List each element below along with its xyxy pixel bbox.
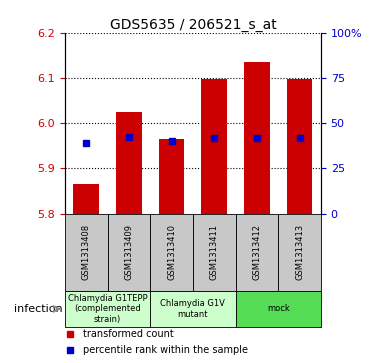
Bar	[236, 213, 278, 291]
Bar	[73, 184, 99, 213]
Bar	[244, 62, 270, 213]
Bar	[278, 213, 321, 291]
Text: infection: infection	[14, 304, 63, 314]
Bar	[116, 112, 142, 213]
Bar	[150, 213, 193, 291]
Text: GSM1313409: GSM1313409	[124, 224, 134, 280]
Text: GSM1313413: GSM1313413	[295, 224, 304, 281]
Text: GSM1313408: GSM1313408	[82, 224, 91, 281]
Bar	[65, 291, 150, 327]
Text: Chlamydia G1V
mutant: Chlamydia G1V mutant	[161, 299, 225, 319]
Bar	[159, 139, 184, 213]
Bar	[150, 291, 236, 327]
Bar	[236, 291, 321, 327]
Text: Chlamydia G1TEPP
(complemented
strain): Chlamydia G1TEPP (complemented strain)	[68, 294, 147, 324]
Bar	[193, 213, 236, 291]
Text: mock: mock	[267, 305, 290, 313]
Text: GSM1313410: GSM1313410	[167, 224, 176, 280]
Bar	[201, 79, 227, 213]
Bar	[65, 213, 108, 291]
Text: percentile rank within the sample: percentile rank within the sample	[83, 345, 248, 355]
Title: GDS5635 / 206521_s_at: GDS5635 / 206521_s_at	[109, 18, 276, 32]
Text: GSM1313412: GSM1313412	[252, 224, 262, 280]
Text: GSM1313411: GSM1313411	[210, 224, 219, 280]
Bar	[287, 79, 312, 213]
Bar	[108, 213, 150, 291]
Text: transformed count: transformed count	[83, 329, 174, 339]
